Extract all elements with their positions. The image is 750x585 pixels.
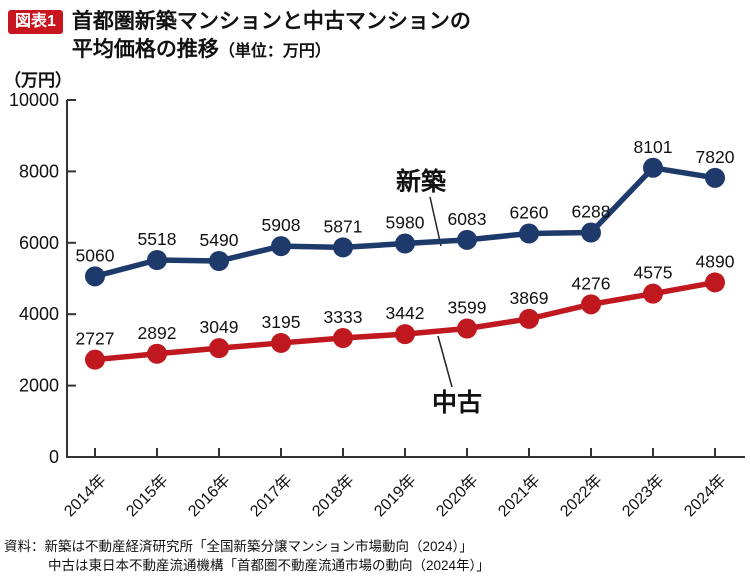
- x-tick-label: 2022年: [557, 471, 606, 520]
- data-point-label: 6260: [510, 203, 549, 223]
- data-point-label: 5518: [138, 229, 177, 249]
- data-point-label: 3869: [510, 288, 549, 308]
- y-tick-label: 10000: [9, 90, 59, 110]
- data-point: [209, 251, 229, 272]
- data-point-label: 6083: [448, 209, 487, 229]
- title-line-2: 平均価格の推移（単位：万円）: [71, 38, 331, 61]
- data-point-label: 4890: [696, 251, 735, 271]
- x-tick-label: 2015年: [123, 471, 172, 520]
- series-name-label: 中古: [432, 389, 482, 417]
- data-point-label: 2892: [138, 323, 177, 343]
- y-tick-label: 4000: [19, 304, 59, 324]
- data-point-label: 4276: [572, 273, 611, 293]
- figure-number-badge: 図表1: [8, 10, 63, 34]
- page-title: 首都圏新築マンションと中古マンションの 平均価格の推移（単位：万円）: [72, 8, 471, 66]
- axis-lines: [66, 100, 745, 458]
- data-point: [271, 236, 291, 257]
- data-point: [457, 229, 477, 250]
- x-tick-label: 2024年: [681, 471, 730, 520]
- data-point: [705, 167, 725, 188]
- data-point: [395, 324, 415, 345]
- x-tick-label: 2017年: [247, 471, 296, 520]
- data-point-label: 7820: [696, 147, 735, 167]
- data-point: [519, 308, 539, 329]
- title-line-1: 首都圏新築マンションと中古マンションの: [71, 10, 471, 33]
- data-point: [271, 332, 291, 353]
- series-name-label: 新築: [396, 167, 447, 196]
- y-tick-label: 8000: [19, 161, 59, 181]
- x-tick-label: 2016年: [185, 471, 234, 520]
- data-point-label: 4575: [634, 263, 673, 283]
- source-note: 資料：新築は不動産経済研究所「全国新築分譲マンション市場動向（2024）」 中古…: [4, 537, 490, 575]
- data-point-label: 3049: [200, 317, 239, 337]
- data-point: [395, 233, 415, 254]
- data-point-label: 5980: [386, 213, 425, 233]
- x-tick-label: 2014年: [61, 471, 110, 520]
- data-point: [457, 318, 477, 339]
- data-point: [519, 223, 539, 244]
- data-point: [85, 266, 105, 287]
- data-point: [643, 283, 663, 304]
- data-point-label: 5871: [324, 216, 363, 236]
- data-point: [333, 328, 353, 349]
- x-tick-label: 2021年: [495, 471, 544, 520]
- data-point: [333, 237, 353, 258]
- x-tick-label: 2019年: [371, 471, 420, 520]
- data-point: [581, 294, 601, 315]
- series-callout-line: [437, 335, 453, 388]
- data-point-label: 5060: [76, 245, 115, 265]
- source-line-1: 資料：新築は不動産経済研究所「全国新築分譲マンション市場動向（2024）」: [4, 539, 473, 554]
- y-tick-label: 6000: [19, 233, 59, 253]
- y-tick-label: 0: [49, 447, 59, 467]
- data-point: [209, 338, 229, 359]
- data-point: [147, 343, 167, 364]
- data-point: [85, 349, 105, 370]
- source-line-2: 中古は東日本不動産流通機構「首都圏不動産流通市場の動向（2024年）」: [48, 558, 490, 573]
- data-point-label: 2727: [76, 329, 115, 349]
- data-point: [147, 250, 167, 271]
- title-unit: （単位：万円）: [218, 43, 331, 60]
- x-tick-label: 2020年: [433, 471, 482, 520]
- data-point: [581, 222, 601, 243]
- data-point-label: 3599: [448, 298, 487, 318]
- y-tick-label: 2000: [19, 376, 59, 396]
- x-tick-label: 2018年: [309, 471, 358, 520]
- y-axis-unit-label: （万円）: [4, 71, 72, 90]
- data-point: [643, 157, 663, 178]
- data-point-label: 6288: [572, 202, 611, 222]
- data-point-label: 3442: [386, 303, 425, 323]
- data-point-label: 5490: [200, 230, 239, 250]
- x-tick-label: 2023年: [619, 471, 668, 520]
- series-callout-line: [429, 196, 442, 247]
- chart-header: 図表1 首都圏新築マンションと中古マンションの 平均価格の推移（単位：万円）: [8, 8, 471, 66]
- data-point-label: 3333: [324, 307, 363, 327]
- data-point-label: 3195: [262, 312, 301, 332]
- data-point: [705, 272, 725, 293]
- data-point-label: 5908: [262, 215, 301, 235]
- data-point-label: 8101: [634, 137, 673, 157]
